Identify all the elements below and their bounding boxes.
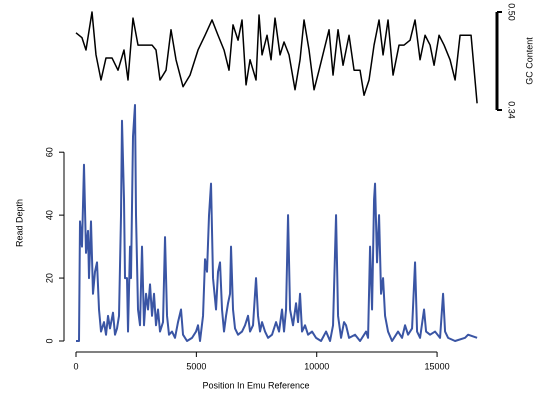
x-axis-label: Position In Emu Reference bbox=[202, 380, 309, 390]
y-axis-label: Read Depth bbox=[14, 199, 24, 247]
y-tick-label: 60 bbox=[44, 147, 54, 157]
y-tick-label: 40 bbox=[44, 210, 54, 220]
data-line bbox=[76, 104, 478, 342]
x-tick-label: 15000 bbox=[425, 361, 450, 371]
x-tick-label: 10000 bbox=[304, 361, 329, 371]
x-tick-label: 5000 bbox=[186, 361, 206, 371]
y-tick-label: 20 bbox=[44, 273, 54, 283]
y-tick-label: 0.50 bbox=[507, 3, 517, 21]
y-tick-label: 0 bbox=[44, 338, 54, 343]
x-tick-label: 0 bbox=[73, 361, 78, 371]
y-tick-label: 0.34 bbox=[507, 101, 517, 119]
data-line bbox=[75, 11, 478, 104]
y-axis-label: GC Content bbox=[524, 37, 534, 85]
